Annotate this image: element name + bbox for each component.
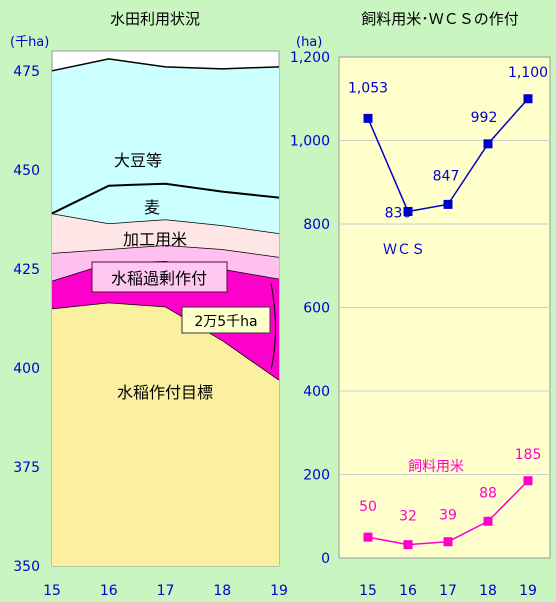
left-y-axis: 350 375 400 425 450 475 <box>13 64 40 575</box>
left-y-tick: 425 <box>13 262 40 278</box>
annotation-brace <box>270 282 276 371</box>
wheat-upper-boundary <box>51 182 280 215</box>
right-grid <box>339 140 550 475</box>
left-x-tick: 17 <box>157 583 175 599</box>
series-marker-0 <box>403 206 413 216</box>
left-x-tick: 18 <box>213 583 231 599</box>
right-x-tick: 17 <box>439 583 457 599</box>
area-layer-0 <box>52 302 279 566</box>
data-label: 830 <box>385 205 412 221</box>
right-y-tick: 800 <box>303 217 330 233</box>
left-y-tick: 400 <box>13 361 40 377</box>
data-label: 1,053 <box>348 80 388 96</box>
left-x-tick: 16 <box>100 583 118 599</box>
area-layer-2 <box>52 245 279 281</box>
data-label: 32 <box>399 509 417 525</box>
data-label: 1,100 <box>508 65 548 81</box>
label-soybean: 大豆等 <box>114 151 162 170</box>
right-y-axis: 0 200 400 600 800 1,000 1,200 <box>290 50 330 567</box>
label-processed-rice: 加工用米 <box>123 230 187 249</box>
series-label-feed-rice: 飼料用米 <box>408 459 464 475</box>
series-marker-1 <box>403 540 413 550</box>
series-label-wcs: ＷＣＳ <box>383 242 425 258</box>
data-label: 88 <box>479 485 497 501</box>
area-layer-4 <box>52 58 279 234</box>
right-y-tick: 600 <box>303 301 330 317</box>
series-marker-1 <box>483 516 493 526</box>
label-wheat: 麦 <box>144 198 160 217</box>
data-label: 50 <box>359 499 377 515</box>
left-x-tick: 19 <box>270 583 288 599</box>
area-layer-3 <box>52 213 279 257</box>
annotation-text: 2万5千ha <box>194 314 257 330</box>
area-boundary-4 <box>51 58 280 72</box>
label-rice-target: 水稲作付目標 <box>117 383 213 402</box>
data-label: 185 <box>515 447 542 463</box>
left-x-tick: 15 <box>43 583 61 599</box>
right-chart-title: 飼料用米･ＷＣＳの作付 <box>361 10 519 28</box>
data-label: 39 <box>439 508 457 524</box>
series-marker-1 <box>443 537 453 547</box>
left-y-tick: 450 <box>13 163 40 179</box>
right-y-tick: 200 <box>303 468 330 484</box>
right-x-axis: 15 16 17 18 19 <box>359 583 537 599</box>
data-label: 847 <box>433 168 460 184</box>
left-y-tick: 375 <box>13 460 40 476</box>
excess-label-box <box>91 261 228 293</box>
series-marker-0 <box>483 139 493 149</box>
series-marker-1 <box>363 532 373 542</box>
label-excess-rice: 水稲過剰作付 <box>111 269 207 288</box>
right-y-tick: 400 <box>303 384 330 400</box>
right-x-tick: 19 <box>519 583 537 599</box>
left-y-tick: 350 <box>13 559 40 575</box>
series-marker-0 <box>363 113 373 123</box>
left-x-axis: 15 16 17 18 19 <box>43 583 288 599</box>
right-x-tick: 18 <box>479 583 497 599</box>
right-chart-unit: (ha) <box>296 35 322 50</box>
annotation-box <box>181 306 271 334</box>
series-marker-0 <box>523 94 533 104</box>
left-chart-title: 水田利用状況 <box>110 10 200 28</box>
left-y-tick: 475 <box>13 64 40 80</box>
series-marker-0 <box>443 199 453 209</box>
right-y-tick: 0 <box>321 551 330 567</box>
data-label: 992 <box>471 110 498 126</box>
right-x-tick: 16 <box>399 583 417 599</box>
right-series: 1,053 830 847 992 1,100 50 32 39 88 185 <box>348 65 548 550</box>
right-x-tick: 15 <box>359 583 377 599</box>
right-y-tick: 1,000 <box>290 134 330 150</box>
series-marker-1 <box>523 476 533 486</box>
right-y-tick: 1,200 <box>290 50 330 66</box>
left-chart-unit: (千ha) <box>10 35 49 50</box>
